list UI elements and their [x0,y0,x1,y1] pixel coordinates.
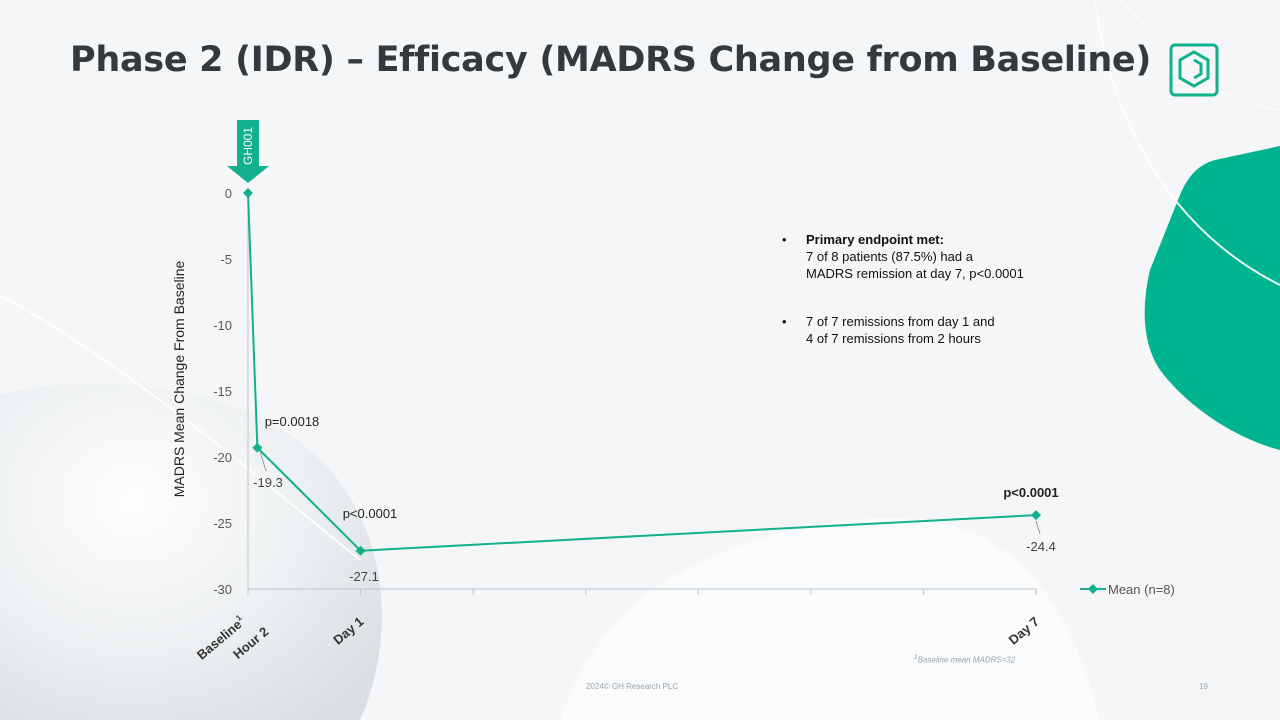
x-tick-label: Day 7 [1006,614,1042,648]
data-point [355,545,366,556]
copyright-footer: 2024© GH Research PLC [586,682,679,691]
y-tick-label: -30 [213,582,232,597]
y-tick-label: -5 [220,252,232,267]
bullet-line: MADRS remission at day 7, p<0.0001 [806,266,1024,281]
key-findings-list: Primary endpoint met: 7 of 8 patients (8… [780,231,1080,378]
bullet-line: 7 of 8 patients (87.5%) had a [806,249,973,264]
legend-marker [1088,584,1098,594]
bullet-heading: Primary endpoint met: [806,232,944,247]
bullet-remissions: 7 of 7 remissions from day 1 and 4 of 7 … [780,313,1080,347]
data-point [243,188,253,198]
y-tick-label: -10 [213,318,232,333]
gh-research-logo-icon [1169,43,1219,97]
white-curve-line-2 [1119,0,1280,111]
legend-label: Mean (n=8) [1108,582,1175,597]
white-diagonal-line [0,294,361,561]
x-tick-label-superscript: 1 [234,613,244,623]
data-label: -24.4 [1026,539,1056,554]
dosing-arrow-icon [227,120,269,183]
data-label: -19.3 [253,475,283,490]
y-tick-label: -20 [213,450,232,465]
footnote-text: Baseline mean MADRS=32 [917,655,1016,665]
x-tick-label-text: Day 1 [330,614,366,648]
p-value-label: p<0.0001 [343,506,398,521]
data-point [252,442,263,453]
dosing-marker-label: GH001 [241,127,255,165]
grey-blob-shape [0,383,382,720]
white-curve-line [1094,0,1280,286]
x-tick-label-text: Day 7 [1006,614,1042,648]
data-point [1031,510,1041,521]
leader-line [1035,520,1041,535]
footnote: 1Baseline mean MADRS=32 [914,654,1015,665]
bullet-primary-endpoint: Primary endpoint met: 7 of 8 patients (8… [780,231,1080,282]
x-tick-label: Day 1 [330,614,366,648]
y-axis-label: MADRS Mean Change From Baseline [171,261,187,498]
bullet-line: 7 of 7 remissions from day 1 and [806,314,995,329]
bullet-line: 4 of 7 remissions from 2 hours [806,331,981,346]
p-value-label: p=0.0018 [265,414,320,429]
white-blob-shape [560,517,1100,720]
y-tick-label: -25 [213,516,232,531]
page-number: 19 [1199,682,1208,691]
green-hexagon-shape [1144,146,1280,450]
series-line-mean [247,192,1037,552]
leader-line [259,452,267,472]
p-value-label: p<0.0001 [1003,485,1058,500]
footnote-superscript: 1 [914,654,918,661]
slide-title: Phase 2 (IDR) – Efficacy (MADRS Change f… [70,40,1152,80]
data-label: -27.1 [349,569,379,584]
y-tick-label: 0 [225,186,232,201]
y-tick-label: -15 [213,384,232,399]
